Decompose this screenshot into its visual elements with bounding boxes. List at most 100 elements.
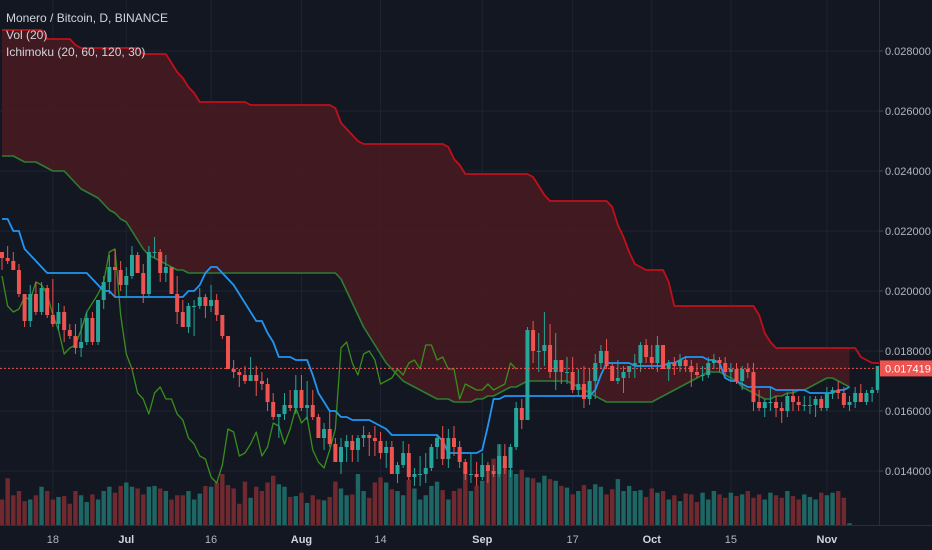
volume-bar [169, 499, 174, 525]
ichimoku-indicator-label[interactable]: Ichimoku (20, 60, 120, 30) [6, 45, 146, 59]
candle-body [378, 441, 383, 453]
volume-bar [598, 486, 604, 525]
candle-body [327, 429, 332, 444]
candle-body [689, 366, 694, 372]
volume-bar [689, 494, 694, 525]
volume-bar [632, 491, 637, 525]
candle-body [305, 405, 310, 408]
candle-body [84, 318, 89, 342]
candle-body [5, 258, 10, 261]
volume-bar [129, 486, 135, 525]
candle-body [807, 405, 812, 406]
volume-bar [124, 482, 129, 525]
volume-bar [237, 503, 242, 525]
volume-bar [626, 485, 632, 525]
volume-bar [813, 499, 818, 525]
volume-bar [587, 489, 592, 525]
candle-body [372, 438, 377, 441]
volume-bar [220, 474, 225, 525]
candle-body [858, 393, 863, 402]
chart-legend: Monero / Bitcoin, D, BINANCE Vol (20) Ic… [6, 10, 168, 61]
candle-body [508, 447, 513, 468]
volume-bar [677, 501, 683, 525]
volume-bar [11, 495, 16, 525]
candle-body [412, 474, 417, 477]
candle-body [525, 330, 530, 420]
candle-body [757, 402, 762, 408]
candle-body [853, 393, 858, 402]
candle-body [717, 360, 722, 363]
candle-body [796, 402, 801, 405]
candle-body [90, 318, 95, 342]
candle-body [242, 375, 247, 381]
volume-bar [163, 491, 169, 525]
volume-bar [135, 488, 140, 525]
candle-body [339, 447, 343, 462]
volume-bar [299, 492, 304, 525]
volume-bar [338, 488, 344, 525]
y-tick-label: 0.028000 [885, 46, 931, 58]
volume-bar [666, 499, 671, 525]
volume-bar [785, 491, 790, 525]
volume-bar [723, 497, 728, 525]
candle-body [559, 360, 564, 372]
leading-span-b-line [2, 29, 918, 364]
volume-indicator-label[interactable]: Vol (20) [6, 28, 48, 42]
candle-body [644, 345, 649, 357]
volume-bar [802, 494, 807, 525]
volume-bar [660, 491, 666, 525]
x-tick-label: Sep [472, 534, 492, 546]
x-tick-label: 18 [47, 534, 59, 546]
volume-bar [5, 478, 10, 525]
volume-bar [327, 496, 332, 525]
volume-bar [61, 496, 67, 525]
candle-body [192, 306, 197, 307]
candle-body [254, 375, 259, 381]
volume-bar [796, 499, 801, 525]
volume-bar [344, 495, 349, 525]
lagging-span-line [1, 248, 517, 484]
volume-bar [519, 469, 524, 525]
candle-body [367, 435, 372, 438]
candle-body [514, 408, 519, 447]
candle-body [672, 363, 677, 366]
candle-body [694, 372, 699, 375]
volume-bar [610, 489, 615, 525]
candle-body [785, 396, 790, 411]
candle-body [33, 294, 38, 312]
volume-bar [570, 494, 575, 525]
volume-bar [304, 502, 310, 525]
candle-body [129, 255, 134, 276]
candle-body [423, 468, 428, 474]
candle-body [146, 252, 151, 294]
volume-bar [56, 496, 61, 525]
volume-bar [440, 490, 445, 525]
volume-bar [180, 495, 185, 525]
price-axis[interactable]: 0.014000 0.016000 0.018000 0.020000 0.022000… [879, 46, 931, 478]
candle-body [50, 315, 55, 324]
x-tick-label: 16 [205, 534, 217, 546]
candle-body [384, 447, 389, 453]
volume-bar [174, 495, 180, 525]
volume-bar [400, 495, 406, 525]
candle-body [565, 372, 569, 373]
volume-bar [655, 492, 660, 525]
candle-body [180, 312, 185, 327]
symbol-title[interactable]: Monero / Bitcoin, D, BINANCE [6, 11, 169, 25]
candle-body [169, 267, 174, 294]
candle-body [723, 363, 728, 372]
volume-bar [84, 502, 89, 525]
candle-body [389, 447, 394, 474]
candle-body [107, 267, 112, 282]
volume-bar [197, 493, 202, 525]
volume-bar [451, 491, 457, 525]
candle-body [293, 390, 298, 408]
candle-body [135, 255, 140, 273]
volume-bar [39, 486, 44, 525]
candle-body [259, 381, 264, 384]
volume-bar [225, 485, 231, 525]
volume-bar [152, 485, 157, 525]
time-axis[interactable]: 18 Jul 16 Aug 14 Sep 17 Oct 15 Nov [47, 534, 838, 546]
candle-body [395, 465, 400, 474]
